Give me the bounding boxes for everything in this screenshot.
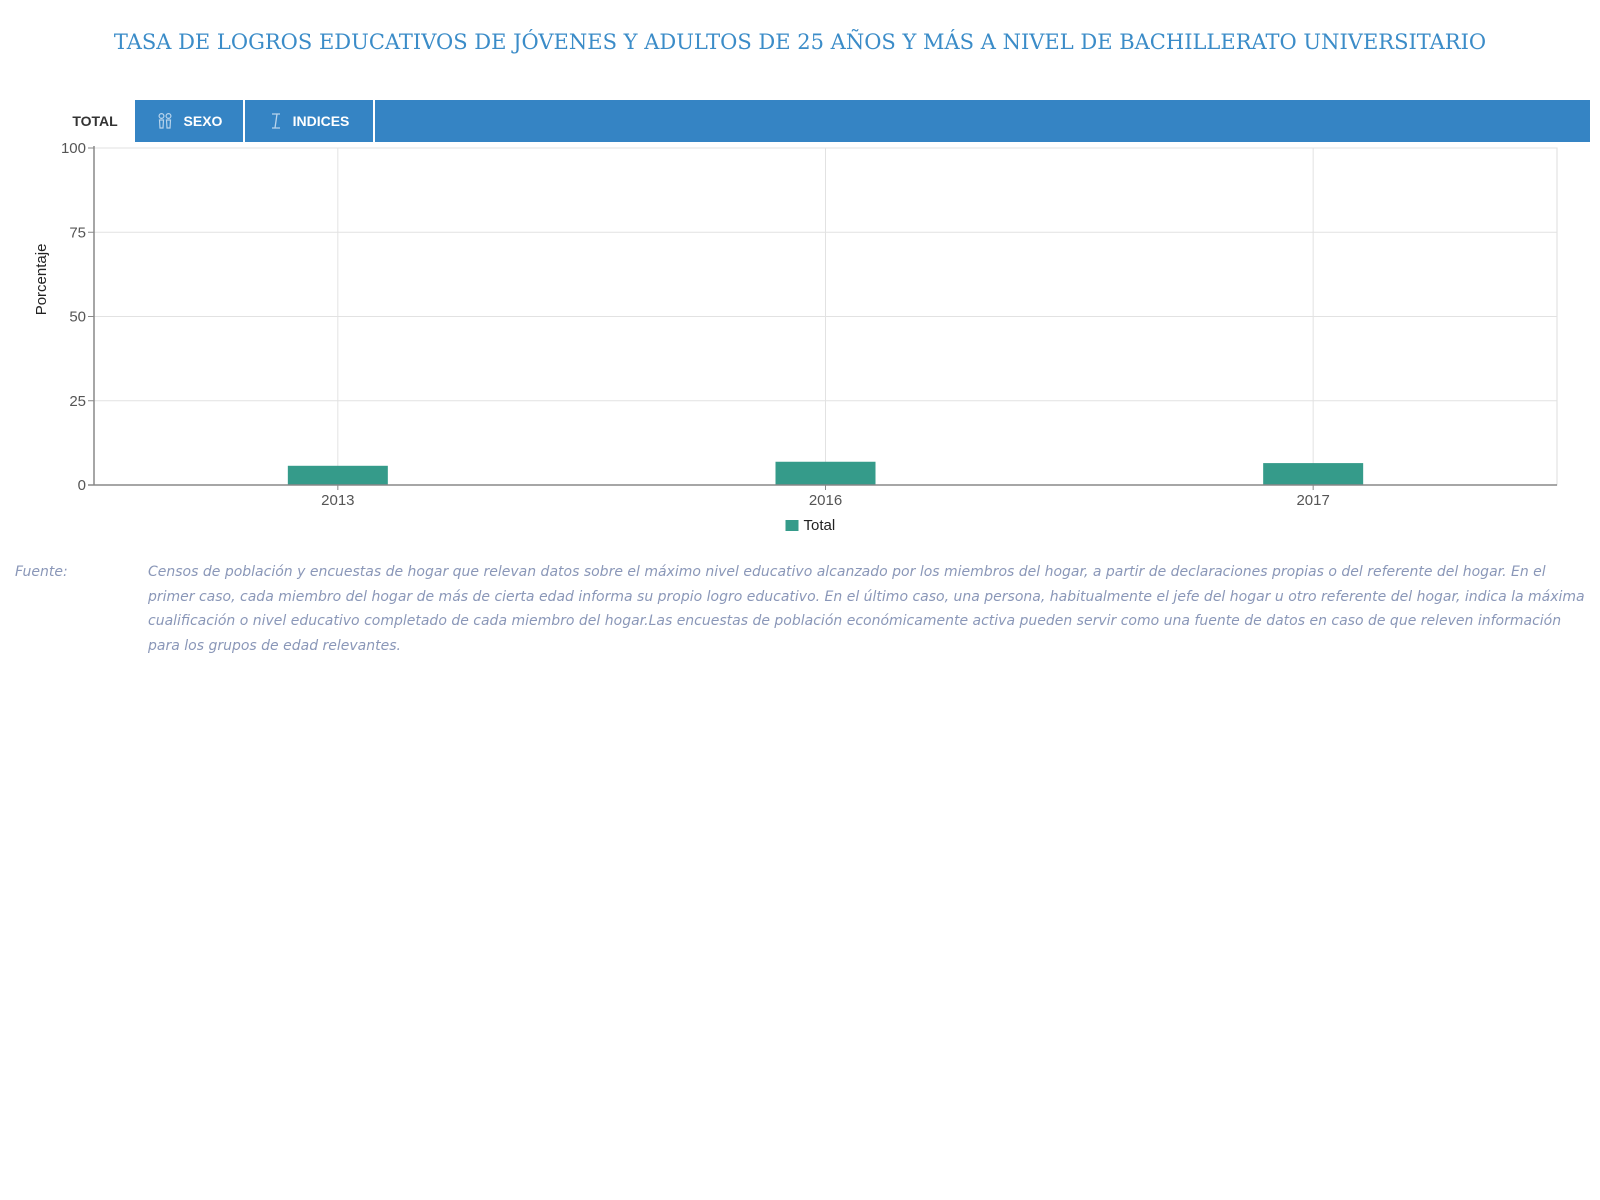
legend-swatch[interactable] xyxy=(785,520,799,531)
y-axis-title: Porcentaje xyxy=(33,244,50,316)
y-tick-label: 50 xyxy=(69,309,86,326)
bar-chart: 0 25 50 75 100 2013 2016 2017 Porcentaje Total xyxy=(33,140,1558,534)
gender-icon xyxy=(156,112,174,130)
y-tick-label: 100 xyxy=(61,140,86,157)
footnote-text: Censos de población y encuestas de hogar… xyxy=(148,564,1585,654)
tab-total[interactable]: TOTAL xyxy=(55,100,135,142)
x-tick-label: 2013 xyxy=(321,492,354,509)
y-tick-label: 75 xyxy=(69,224,86,241)
bar-2016[interactable] xyxy=(775,461,876,485)
tab-bar: TOTAL SEXO INDICES xyxy=(55,100,1590,142)
tab-indices-label: INDICES xyxy=(292,113,350,129)
page-title: TASA DE LOGROS EDUCATIVOS DE JÓVENES Y A… xyxy=(113,30,1487,54)
legend-label[interactable]: Total xyxy=(804,517,836,534)
tab-indices[interactable]: INDICES xyxy=(245,100,375,142)
y-tick-label: 0 xyxy=(78,477,86,494)
tab-sexo[interactable]: SEXO xyxy=(135,100,245,142)
x-tick-label: 2017 xyxy=(1296,492,1329,509)
y-tick-label: 25 xyxy=(69,393,86,410)
x-tick-label: 2016 xyxy=(809,492,842,509)
bar-2013[interactable] xyxy=(287,465,388,485)
bar-2017[interactable] xyxy=(1263,463,1364,485)
footnote-label: Fuente: xyxy=(15,564,68,580)
tab-total-label: TOTAL xyxy=(72,113,118,129)
index-icon xyxy=(269,112,283,130)
tab-sexo-label: SEXO xyxy=(183,113,223,129)
